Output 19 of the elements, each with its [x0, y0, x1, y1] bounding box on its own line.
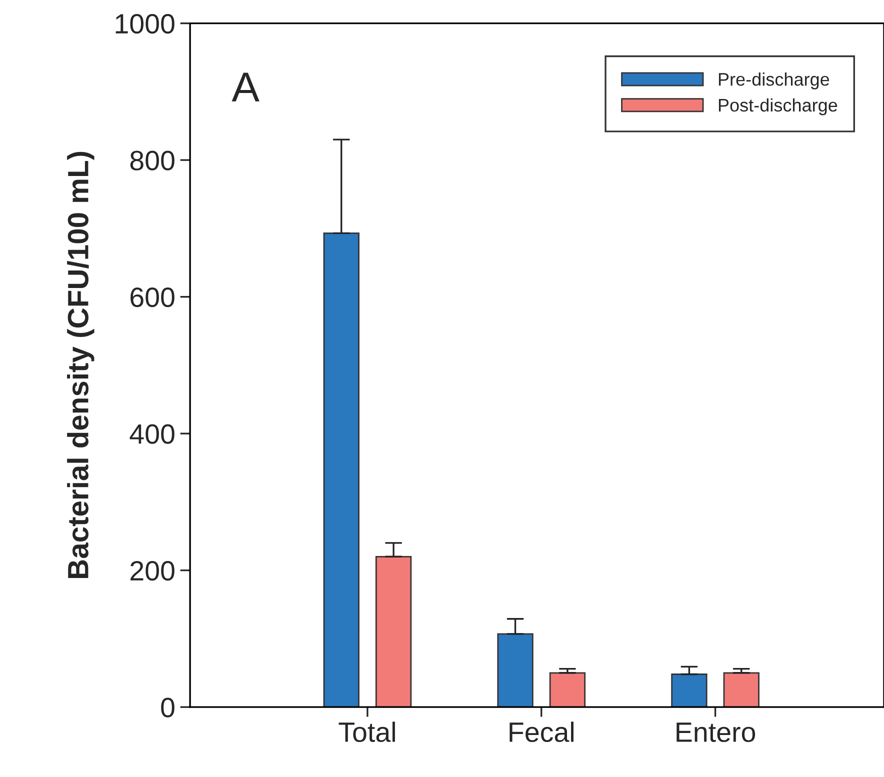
y-tick-label: 200	[130, 560, 174, 581]
x-tick-label: Fecal	[510, 722, 574, 742]
x-tick-label: Entero	[676, 722, 756, 742]
bar	[723, 672, 760, 708]
legend-label: Post-discharge	[718, 98, 838, 116]
y-axis-title: Bacterial density (CFU/100 mL)	[67, 152, 94, 578]
bar	[323, 232, 360, 708]
annotation: A	[232, 72, 260, 102]
y-tick-label: 1000	[116, 14, 174, 34]
y-tick-label: 0	[161, 698, 174, 718]
y-tick-label: 600	[130, 287, 174, 308]
y-tick-label: 800	[130, 150, 174, 170]
bar	[671, 674, 708, 708]
y-tick-label: 400	[130, 424, 174, 444]
bar	[375, 556, 412, 708]
legend-label: Pre-discharge	[718, 72, 830, 90]
bar	[549, 672, 586, 708]
x-tick-label: Total	[338, 722, 395, 742]
bar	[497, 633, 534, 708]
